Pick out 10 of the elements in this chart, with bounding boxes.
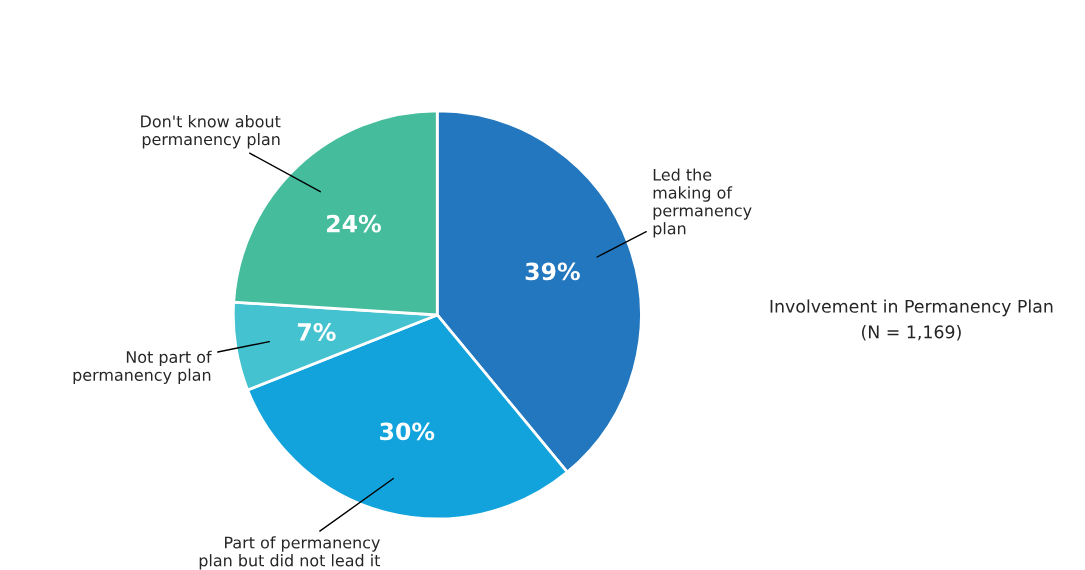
data-label: 39% xyxy=(525,262,580,281)
data-label: 30% xyxy=(380,422,435,441)
slice-label: Not part of permanency plan xyxy=(73,350,212,385)
data-label: 7% xyxy=(297,323,336,341)
slice-label: Part of permanency plan but did not lead it xyxy=(199,536,381,570)
text: (N = 1,169) xyxy=(861,325,961,341)
slice-label: Led the making of permanency plan xyxy=(653,168,752,238)
slice-label: Don't know about permanency plan xyxy=(141,115,281,149)
data-label: 24% xyxy=(327,214,381,233)
text: Involvement in Permanency Plan xyxy=(770,299,1053,317)
